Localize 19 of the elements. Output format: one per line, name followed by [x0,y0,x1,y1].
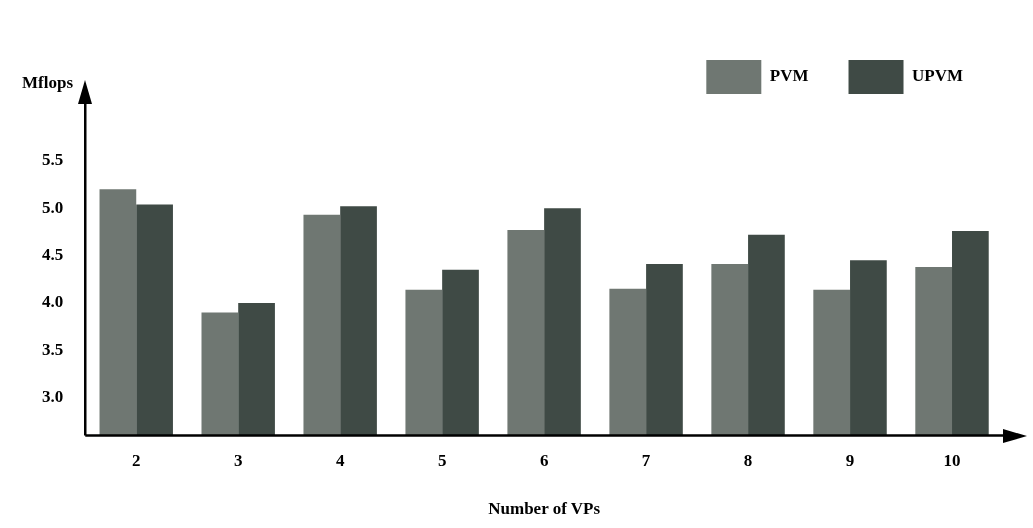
y-tick-label: 5.0 [42,197,64,217]
y-tick-label: 3.5 [42,339,64,359]
x-tick-label: 10 [943,451,961,471]
x-tick-label: 6 [539,451,549,471]
y-tick-label: 4.0 [42,292,64,312]
x-tick-label: 8 [743,451,753,471]
x-tick-label: 3 [233,451,243,471]
y-tick-label: 3.0 [42,387,64,407]
x-tick-label: 9 [845,451,855,471]
x-tick-label: 2 [131,451,141,471]
y-tick-label: 4.5 [42,244,64,264]
y-tick-label: 5.5 [42,150,64,170]
x-tick-label: 4 [335,451,345,471]
x-axis-title: Number of VPs [488,499,601,519]
legend-label: UPVM [912,66,963,86]
legend-label: PVM [769,66,809,86]
x-tick-label: 7 [641,451,651,471]
y-axis-title: Mflops [22,73,74,93]
x-tick-label: 5 [437,451,447,471]
